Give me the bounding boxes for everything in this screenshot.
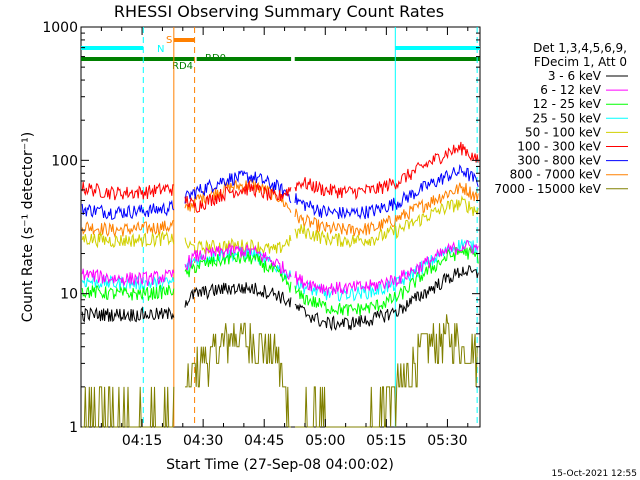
legend-label-12-25-kev: 12 - 25 keV xyxy=(533,97,602,111)
series-line-100-300-kev xyxy=(81,141,479,214)
footer-timestamp: 15-Oct-2021 12:55 xyxy=(552,469,637,479)
series-line-50-100-kev xyxy=(81,195,479,256)
legend-header-line-1: Det 1,3,4,5,6,9, xyxy=(533,41,627,55)
legend-header-line-2: FDecim 1, Att 0 xyxy=(534,55,627,69)
x-tick-label-0415: 04:15 xyxy=(122,433,162,449)
legend-label-800-7000-kev: 800 - 7000 keV xyxy=(510,168,602,182)
x-tick-label-0515: 05:15 xyxy=(366,433,406,449)
series-line-300-800-kev xyxy=(81,164,479,220)
plot-frame xyxy=(80,26,481,428)
x-tick-label-0500: 05:00 xyxy=(305,433,345,449)
legend-label-300-800-kev: 300 - 800 keV xyxy=(517,154,601,168)
legend-label-25-50-kev: 25 - 50 keV xyxy=(533,111,602,125)
series-line-7000-15000-kev xyxy=(82,314,479,428)
legend-label-100-300-kev: 100 - 300 keV xyxy=(517,140,601,154)
x-tick-label-0445: 04:45 xyxy=(244,433,284,449)
x-tick-label-0430: 04:30 xyxy=(183,433,223,449)
state-label-rd0: RD0 xyxy=(205,53,226,64)
chart-title: RHESSI Observing Summary Count Rates xyxy=(114,2,444,21)
y-tick-label-1: 1 xyxy=(69,420,78,436)
y-axis-ticks: 1 10 100 1000 xyxy=(42,20,480,436)
x-axis-label: Start Time (27-Sep-08 04:00:02) xyxy=(166,457,394,473)
legend: Det 1,3,4,5,6,9, FDecim 1, Att 0 3 - 6 k… xyxy=(494,41,628,196)
state-label-s: S xyxy=(166,35,172,46)
series-line-12-25-kev xyxy=(81,246,479,316)
y-tick-label-1000: 1000 xyxy=(42,20,78,36)
legend-label-6-12-kev: 6 - 12 keV xyxy=(540,83,602,97)
y-tick-label-100: 100 xyxy=(51,153,78,169)
series-layer xyxy=(81,141,479,428)
series-line-6-12-kev xyxy=(81,239,479,296)
x-axis-ticks: 04:15 04:30 04:45 05:00 05:15 05:30 xyxy=(100,27,469,449)
state-label-rd4: RD4 xyxy=(172,61,193,72)
x-tick-label-0530: 05:30 xyxy=(427,433,467,449)
state-bars: NS RD4 RD0 xyxy=(81,35,480,72)
legend-label-7000-15000-kev: 7000 - 15000 keV xyxy=(494,182,601,196)
series-line-3-6-kev xyxy=(81,264,479,332)
legend-label-3-6-kev: 3 - 6 keV xyxy=(548,69,602,83)
y-tick-label-10: 10 xyxy=(60,287,78,303)
state-label-n: N xyxy=(157,44,164,55)
y-axis-label: Count Rate (s⁻¹ detector⁻¹) xyxy=(20,132,36,322)
legend-label-50-100-kev: 50 - 100 keV xyxy=(525,125,602,139)
